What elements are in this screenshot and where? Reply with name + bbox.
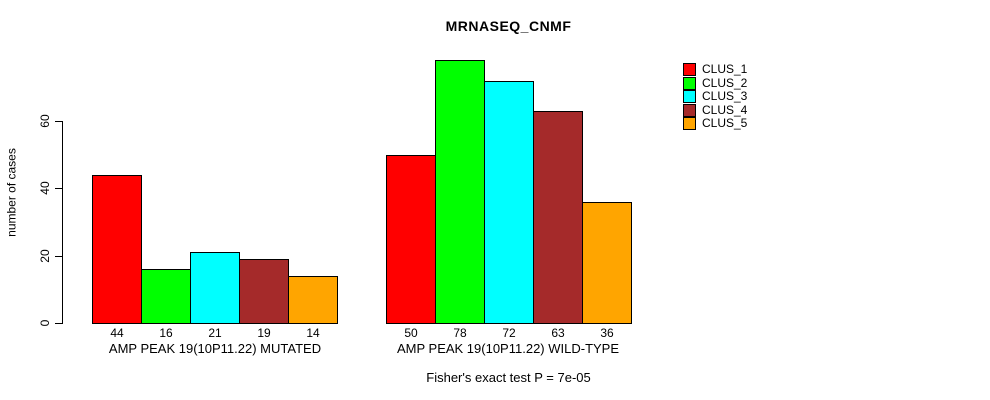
legend-label: CLUS_1: [702, 62, 748, 76]
bar-value-label: 72: [502, 326, 516, 340]
y-axis-line: [62, 121, 63, 324]
y-tick: [55, 256, 62, 257]
bar-clus_1-group1: [92, 175, 142, 324]
y-tick: [55, 121, 62, 122]
y-tick-label: 60: [38, 114, 52, 128]
bar-value-label: 63: [551, 326, 565, 340]
y-axis-title: number of cases: [4, 148, 19, 237]
bar-clus_4-group2: [533, 111, 583, 324]
x-group-label-wild-type: AMP PEAK 19(10P11.22) WILD-TYPE: [396, 341, 620, 356]
bar-value-label: 16: [159, 326, 173, 340]
chart-title: MRNASEQ_CNMF: [445, 18, 572, 34]
bar-clus_4-group1: [239, 259, 289, 324]
bar-value-label: 78: [453, 326, 467, 340]
bar-clus_3-group1: [190, 252, 240, 324]
bar-value-label: 44: [110, 326, 124, 340]
y-tick-label: 0: [38, 319, 52, 327]
fisher-test-annotation: Fisher's exact test P = 7e-05: [426, 370, 591, 385]
legend-label: CLUS_3: [702, 89, 748, 103]
y-tick: [55, 188, 62, 189]
bar-value-label: 36: [600, 326, 614, 340]
y-tick: [55, 323, 62, 324]
legend-label: CLUS_5: [702, 116, 748, 130]
y-tick-label: 20: [38, 249, 52, 263]
legend-swatch-clus_3: [683, 90, 696, 103]
legend-label: CLUS_4: [702, 103, 748, 117]
bar-clus_2-group1: [141, 269, 191, 324]
legend-swatch-clus_2: [683, 77, 696, 90]
legend-label: CLUS_2: [702, 76, 748, 90]
legend-swatch-clus_4: [683, 104, 696, 117]
bar-clus_5-group1: [288, 276, 338, 324]
bar-clus_5-group2: [582, 202, 632, 324]
bar-clus_2-group2: [435, 60, 485, 324]
legend-swatch-clus_1: [683, 63, 696, 76]
bar-value-label: 21: [208, 326, 222, 340]
y-tick-label: 40: [38, 181, 52, 195]
bar-clus_1-group2: [386, 155, 436, 324]
bar-value-label: 19: [257, 326, 271, 340]
x-group-label-mutated: AMP PEAK 19(10P11.22) MUTATED: [108, 341, 322, 356]
bar-clus_3-group2: [484, 81, 534, 324]
bar-value-label: 50: [404, 326, 418, 340]
bar-value-label: 14: [306, 326, 320, 340]
legend-swatch-clus_5: [683, 117, 696, 130]
